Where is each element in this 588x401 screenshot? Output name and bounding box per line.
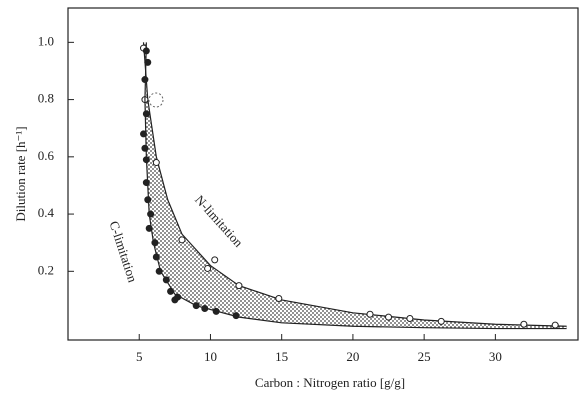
data-point <box>145 224 153 232</box>
shaded-band <box>143 42 567 329</box>
x-tick-label: 10 <box>204 349 217 364</box>
data-point <box>178 236 186 244</box>
y-tick-label: 0.6 <box>38 148 55 163</box>
data-point <box>142 179 150 187</box>
data-point <box>142 110 150 118</box>
y-tick-label: 1.0 <box>38 33 54 48</box>
data-point <box>366 310 374 318</box>
data-point <box>147 210 155 218</box>
data-point <box>204 264 212 272</box>
data-point <box>167 287 175 295</box>
data-point <box>174 293 182 301</box>
data-point <box>212 307 220 315</box>
data-point <box>201 305 209 313</box>
x-tick-label: 30 <box>489 349 502 364</box>
x-tick-label: 15 <box>275 349 288 364</box>
highlight-circle <box>148 92 164 108</box>
data-point <box>151 239 159 247</box>
x-tick-label: 25 <box>418 349 431 364</box>
fit-curve <box>144 42 567 330</box>
annotation: N-limitation <box>192 192 246 250</box>
x-tick-label: 20 <box>346 349 359 364</box>
data-point <box>141 76 149 84</box>
data-point <box>232 312 240 320</box>
data-point <box>144 196 152 204</box>
x-axis-label: Carbon : Nitrogen ratio [g/g] <box>255 375 405 390</box>
data-point <box>152 159 160 167</box>
data-point <box>551 321 559 329</box>
plot-frame <box>67 7 579 341</box>
data-point <box>520 320 528 328</box>
data-point <box>406 315 414 323</box>
data-point <box>140 130 148 138</box>
y-tick-label: 0.2 <box>38 262 54 277</box>
data-point <box>142 156 150 164</box>
data-point <box>142 47 150 55</box>
data-point <box>235 282 243 290</box>
data-point <box>162 276 170 284</box>
y-axis-label: Dilution rate [h⁻¹] <box>13 126 28 221</box>
data-point <box>385 313 393 321</box>
data-point <box>155 267 163 275</box>
data-point <box>192 302 200 310</box>
y-tick-label: 0.8 <box>38 91 54 106</box>
data-point <box>211 256 219 264</box>
data-point <box>275 295 283 302</box>
data-point <box>437 317 445 325</box>
y-tick-label: 0.4 <box>38 205 55 220</box>
data-point <box>141 144 149 152</box>
data-point <box>152 253 160 261</box>
data-point <box>144 58 152 66</box>
x-tick-label: 5 <box>136 349 143 364</box>
annotation: C-limitation <box>106 219 140 285</box>
fit-curve <box>142 42 567 327</box>
